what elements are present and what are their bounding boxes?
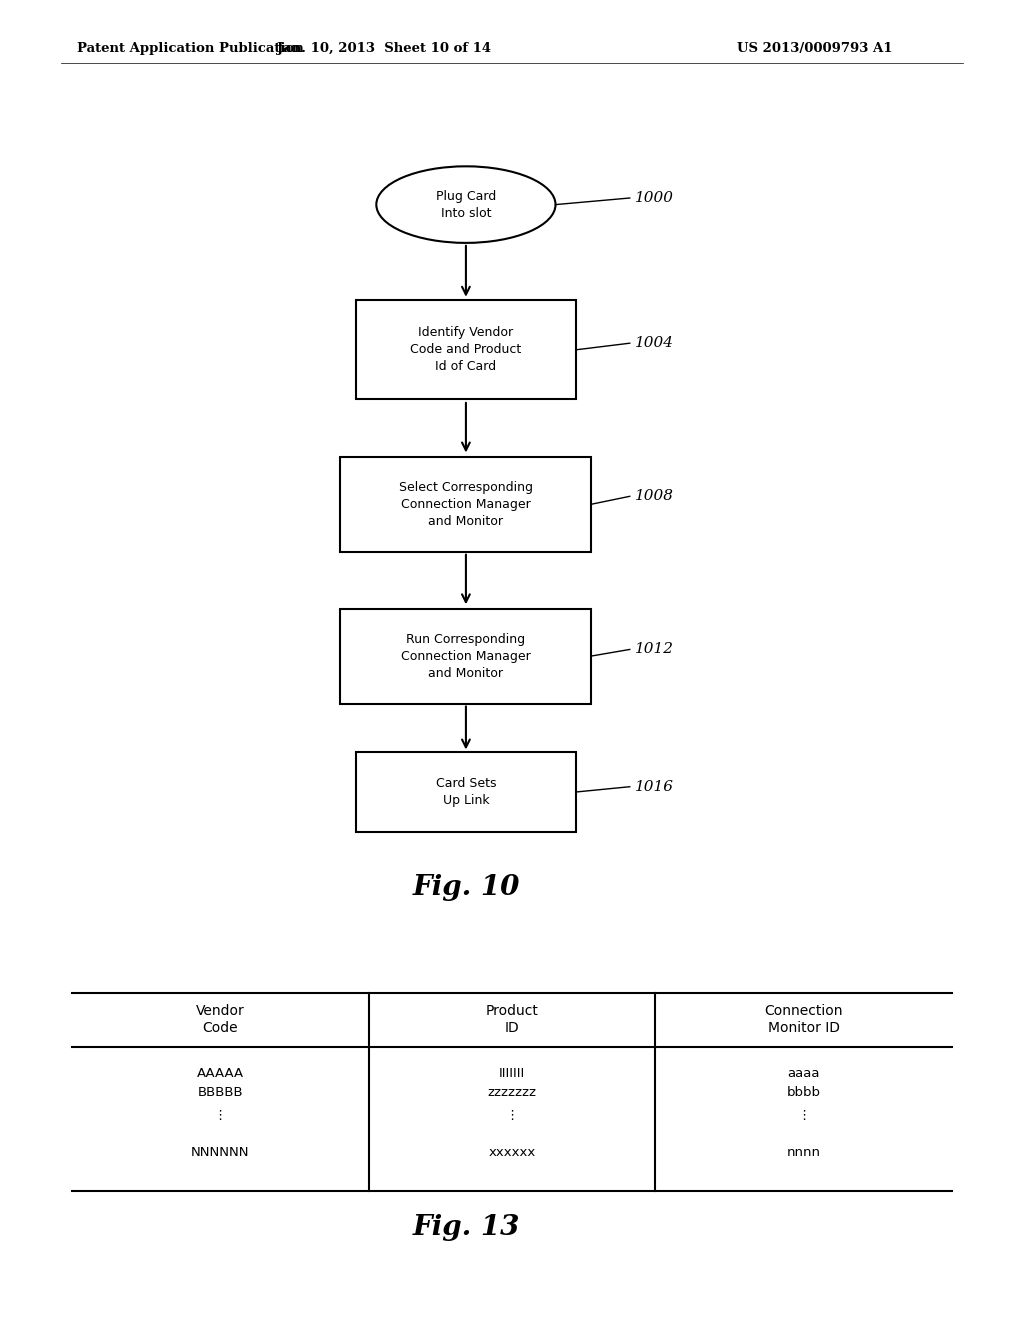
Text: Run Corresponding
Connection Manager
and Monitor: Run Corresponding Connection Manager and…	[401, 632, 530, 680]
Text: 1012: 1012	[635, 643, 674, 656]
Text: 1016: 1016	[635, 780, 674, 793]
Text: BBBBB: BBBBB	[198, 1086, 243, 1100]
Text: Card Sets
Up Link: Card Sets Up Link	[435, 777, 497, 807]
Text: US 2013/0009793 A1: US 2013/0009793 A1	[737, 42, 893, 55]
Text: Select Corresponding
Connection Manager
and Monitor: Select Corresponding Connection Manager …	[399, 480, 532, 528]
Text: IIIIIII: IIIIIII	[499, 1067, 525, 1080]
Text: zzzzzzz: zzzzzzz	[487, 1086, 537, 1100]
Text: ⋮: ⋮	[506, 1109, 518, 1122]
Text: aaaa: aaaa	[787, 1067, 820, 1080]
Text: ⋮: ⋮	[214, 1109, 226, 1122]
Text: Connection
Monitor ID: Connection Monitor ID	[765, 1005, 843, 1035]
Text: 1008: 1008	[635, 490, 674, 503]
Text: 1004: 1004	[635, 337, 674, 350]
Text: xxxxxx: xxxxxx	[488, 1146, 536, 1159]
Text: Vendor
Code: Vendor Code	[196, 1005, 245, 1035]
Text: bbbb: bbbb	[786, 1086, 821, 1100]
Text: Jan. 10, 2013  Sheet 10 of 14: Jan. 10, 2013 Sheet 10 of 14	[276, 42, 492, 55]
Text: Identify Vendor
Code and Product
Id of Card: Identify Vendor Code and Product Id of C…	[411, 326, 521, 374]
Text: nnnn: nnnn	[786, 1146, 821, 1159]
Text: 1000: 1000	[635, 191, 674, 205]
Text: Plug Card
Into slot: Plug Card Into slot	[436, 190, 496, 219]
Text: AAAAA: AAAAA	[197, 1067, 244, 1080]
Text: ⋮: ⋮	[798, 1109, 810, 1122]
Text: Product
ID: Product ID	[485, 1005, 539, 1035]
Text: Patent Application Publication: Patent Application Publication	[77, 42, 303, 55]
Text: Fig. 10: Fig. 10	[413, 874, 519, 900]
Text: NNNNNN: NNNNNN	[190, 1146, 250, 1159]
Text: Fig. 13: Fig. 13	[413, 1214, 519, 1241]
